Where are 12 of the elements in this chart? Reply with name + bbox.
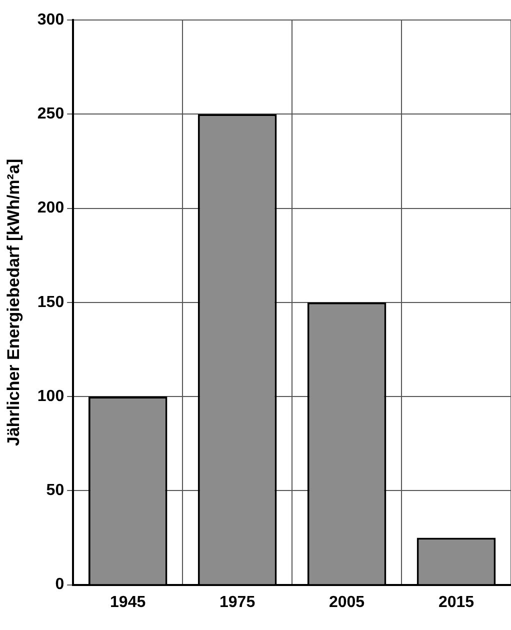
x-tick-label: 2015 <box>438 594 474 611</box>
y-tick-label: 300 <box>37 11 64 28</box>
x-tick-label: 2005 <box>328 594 365 611</box>
y-axis-title: Jährlicher Energiebedarf [kWh/m²a] <box>4 158 23 446</box>
y-tick-label: 200 <box>37 200 64 217</box>
y-tick-label: 150 <box>37 294 64 311</box>
y-tick-label: 50 <box>46 482 64 500</box>
y-tick-label: 100 <box>37 388 64 405</box>
y-tick-label: 250 <box>37 106 64 123</box>
x-tick-label: 1975 <box>220 594 256 611</box>
y-tick-label: 0 <box>55 576 64 594</box>
x-tick-label: 1945 <box>110 594 146 611</box>
